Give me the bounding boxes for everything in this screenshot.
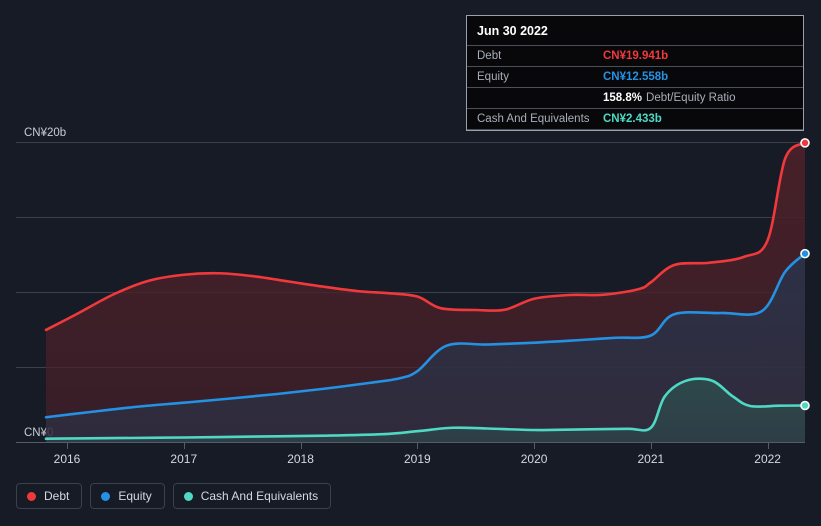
legend-item-label: Equity [118, 489, 152, 503]
tooltip-row-ratio: 158.8% Debt/Equity Ratio [467, 88, 803, 109]
tooltip-ratio-value: 158.8% [603, 92, 643, 104]
legend-item-label: Debt [44, 489, 70, 503]
end-marker-cash-and-equivalents [800, 400, 810, 411]
tooltip-value-debt: CN¥19.941b [603, 50, 669, 62]
series-line-debt [44, 141, 807, 332]
tooltip-row-equity: Equity CN¥12.558b [467, 67, 803, 88]
legend-item-debt[interactable]: Debt [16, 483, 83, 509]
chart-legend: Debt Equity Cash And Equivalents [16, 483, 332, 509]
y-axis-label-20: CN¥20b [24, 127, 66, 139]
legend-color-dot-icon [101, 491, 111, 501]
tooltip-value-equity: CN¥12.558b [603, 71, 669, 83]
x-axis-label-2019: 2019 [404, 452, 431, 466]
tooltip-label-cash: Cash And Equivalents [477, 113, 590, 125]
chart-tooltip: Jun 30 2022 Debt CN¥19.941b Equity CN¥12… [466, 15, 804, 131]
tooltip-label-debt: Debt [477, 50, 502, 62]
x-axis-label-2020: 2020 [521, 452, 548, 466]
tooltip-ratio-label: Debt/Equity Ratio [646, 92, 736, 104]
series-line-equity [44, 252, 807, 419]
tooltip-label-equity: Equity [477, 71, 509, 83]
tooltip-value-cash: CN¥2.433b [603, 113, 662, 125]
x-axis-label-2018: 2018 [287, 452, 314, 466]
x-axis-label-2022: 2022 [754, 452, 781, 466]
x-axis-label-2017: 2017 [170, 452, 197, 466]
series-line-cash-and-equivalents [44, 377, 807, 440]
legend-item-cash-and-equivalents[interactable]: Cash And Equivalents [172, 483, 332, 509]
legend-color-dot-icon [183, 491, 193, 501]
end-marker-debt [800, 138, 810, 148]
x-axis-label-2021: 2021 [638, 452, 665, 466]
tooltip-row-cash: Cash And Equivalents CN¥2.433b [467, 109, 803, 130]
legend-color-dot-icon [27, 491, 36, 501]
tooltip-date: Jun 30 2022 [467, 16, 803, 46]
area-fill-cash-and-equivalents [46, 378, 805, 442]
end-marker-equity [800, 248, 810, 259]
x-axis-label-2016: 2016 [54, 452, 81, 466]
legend-item-equity[interactable]: Equity [90, 483, 165, 509]
tooltip-row-debt: Debt CN¥19.941b [467, 46, 803, 67]
legend-item-label: Cash And Equivalents [200, 489, 319, 503]
area-fill-equity [46, 253, 805, 442]
